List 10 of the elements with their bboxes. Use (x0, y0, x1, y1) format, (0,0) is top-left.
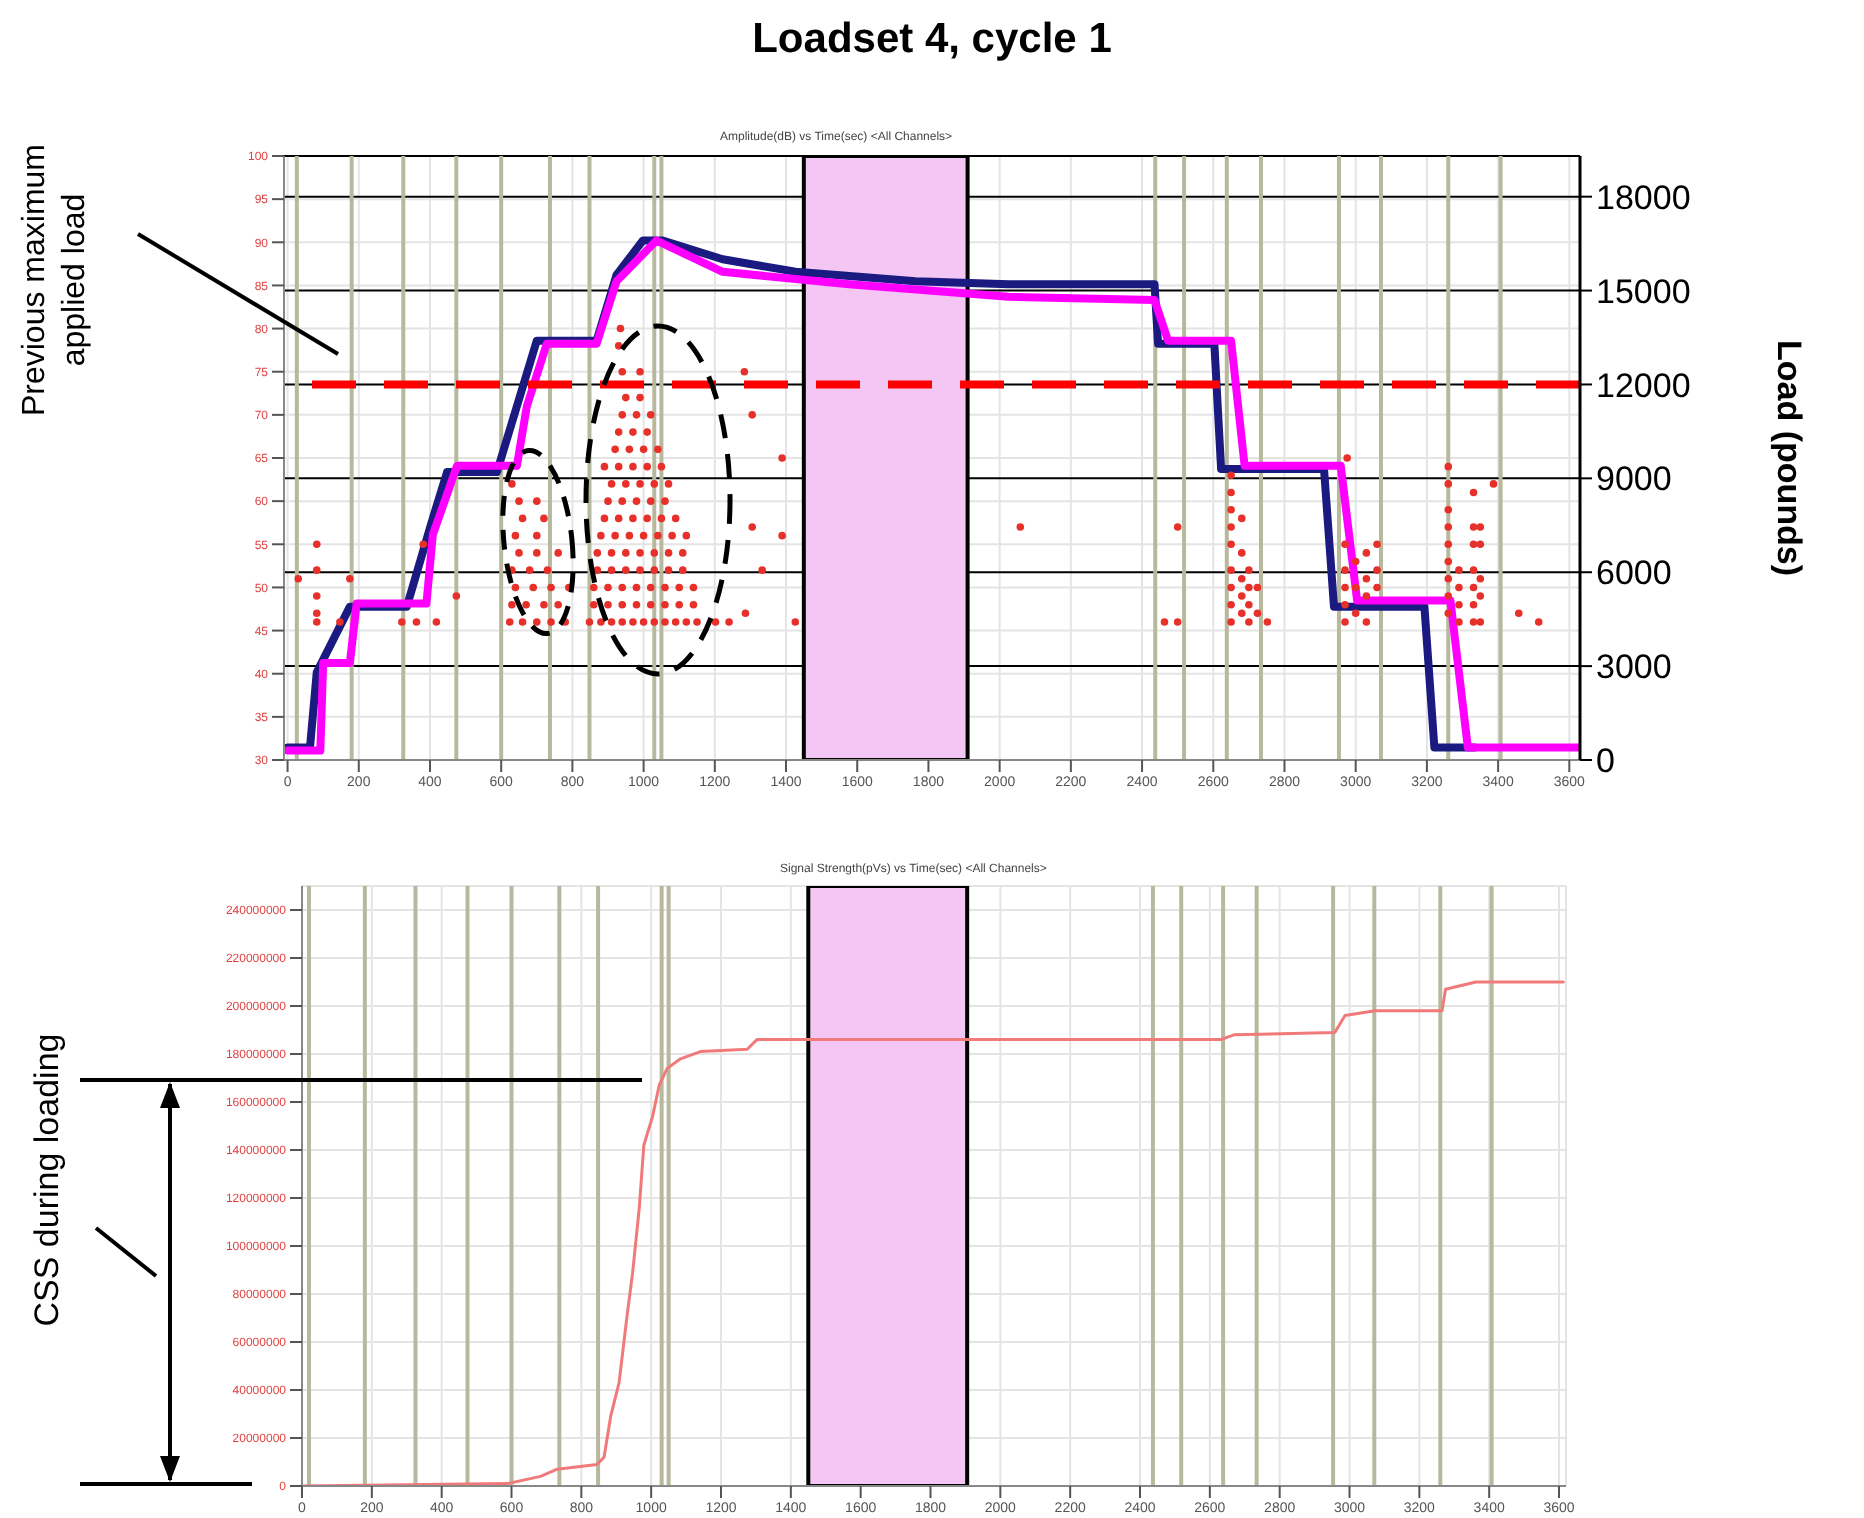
y2-tick-label: 3000 (1596, 648, 1672, 687)
y2-tick-label: 12000 (1596, 366, 1691, 405)
chart-title: Loadset 4, cycle 1 (750, 16, 1114, 64)
text: Previous maximum applied load (16, 141, 94, 420)
y2-tick-label: 15000 (1596, 272, 1691, 311)
text: CSS during loading (26, 1031, 68, 1331)
y2-tick-label: 6000 (1596, 554, 1672, 593)
y2-axis-title: Load (pounds) (1769, 339, 1808, 577)
y2-tick-label: 18000 (1596, 178, 1691, 217)
y2-tick-label: 9000 (1596, 460, 1672, 499)
